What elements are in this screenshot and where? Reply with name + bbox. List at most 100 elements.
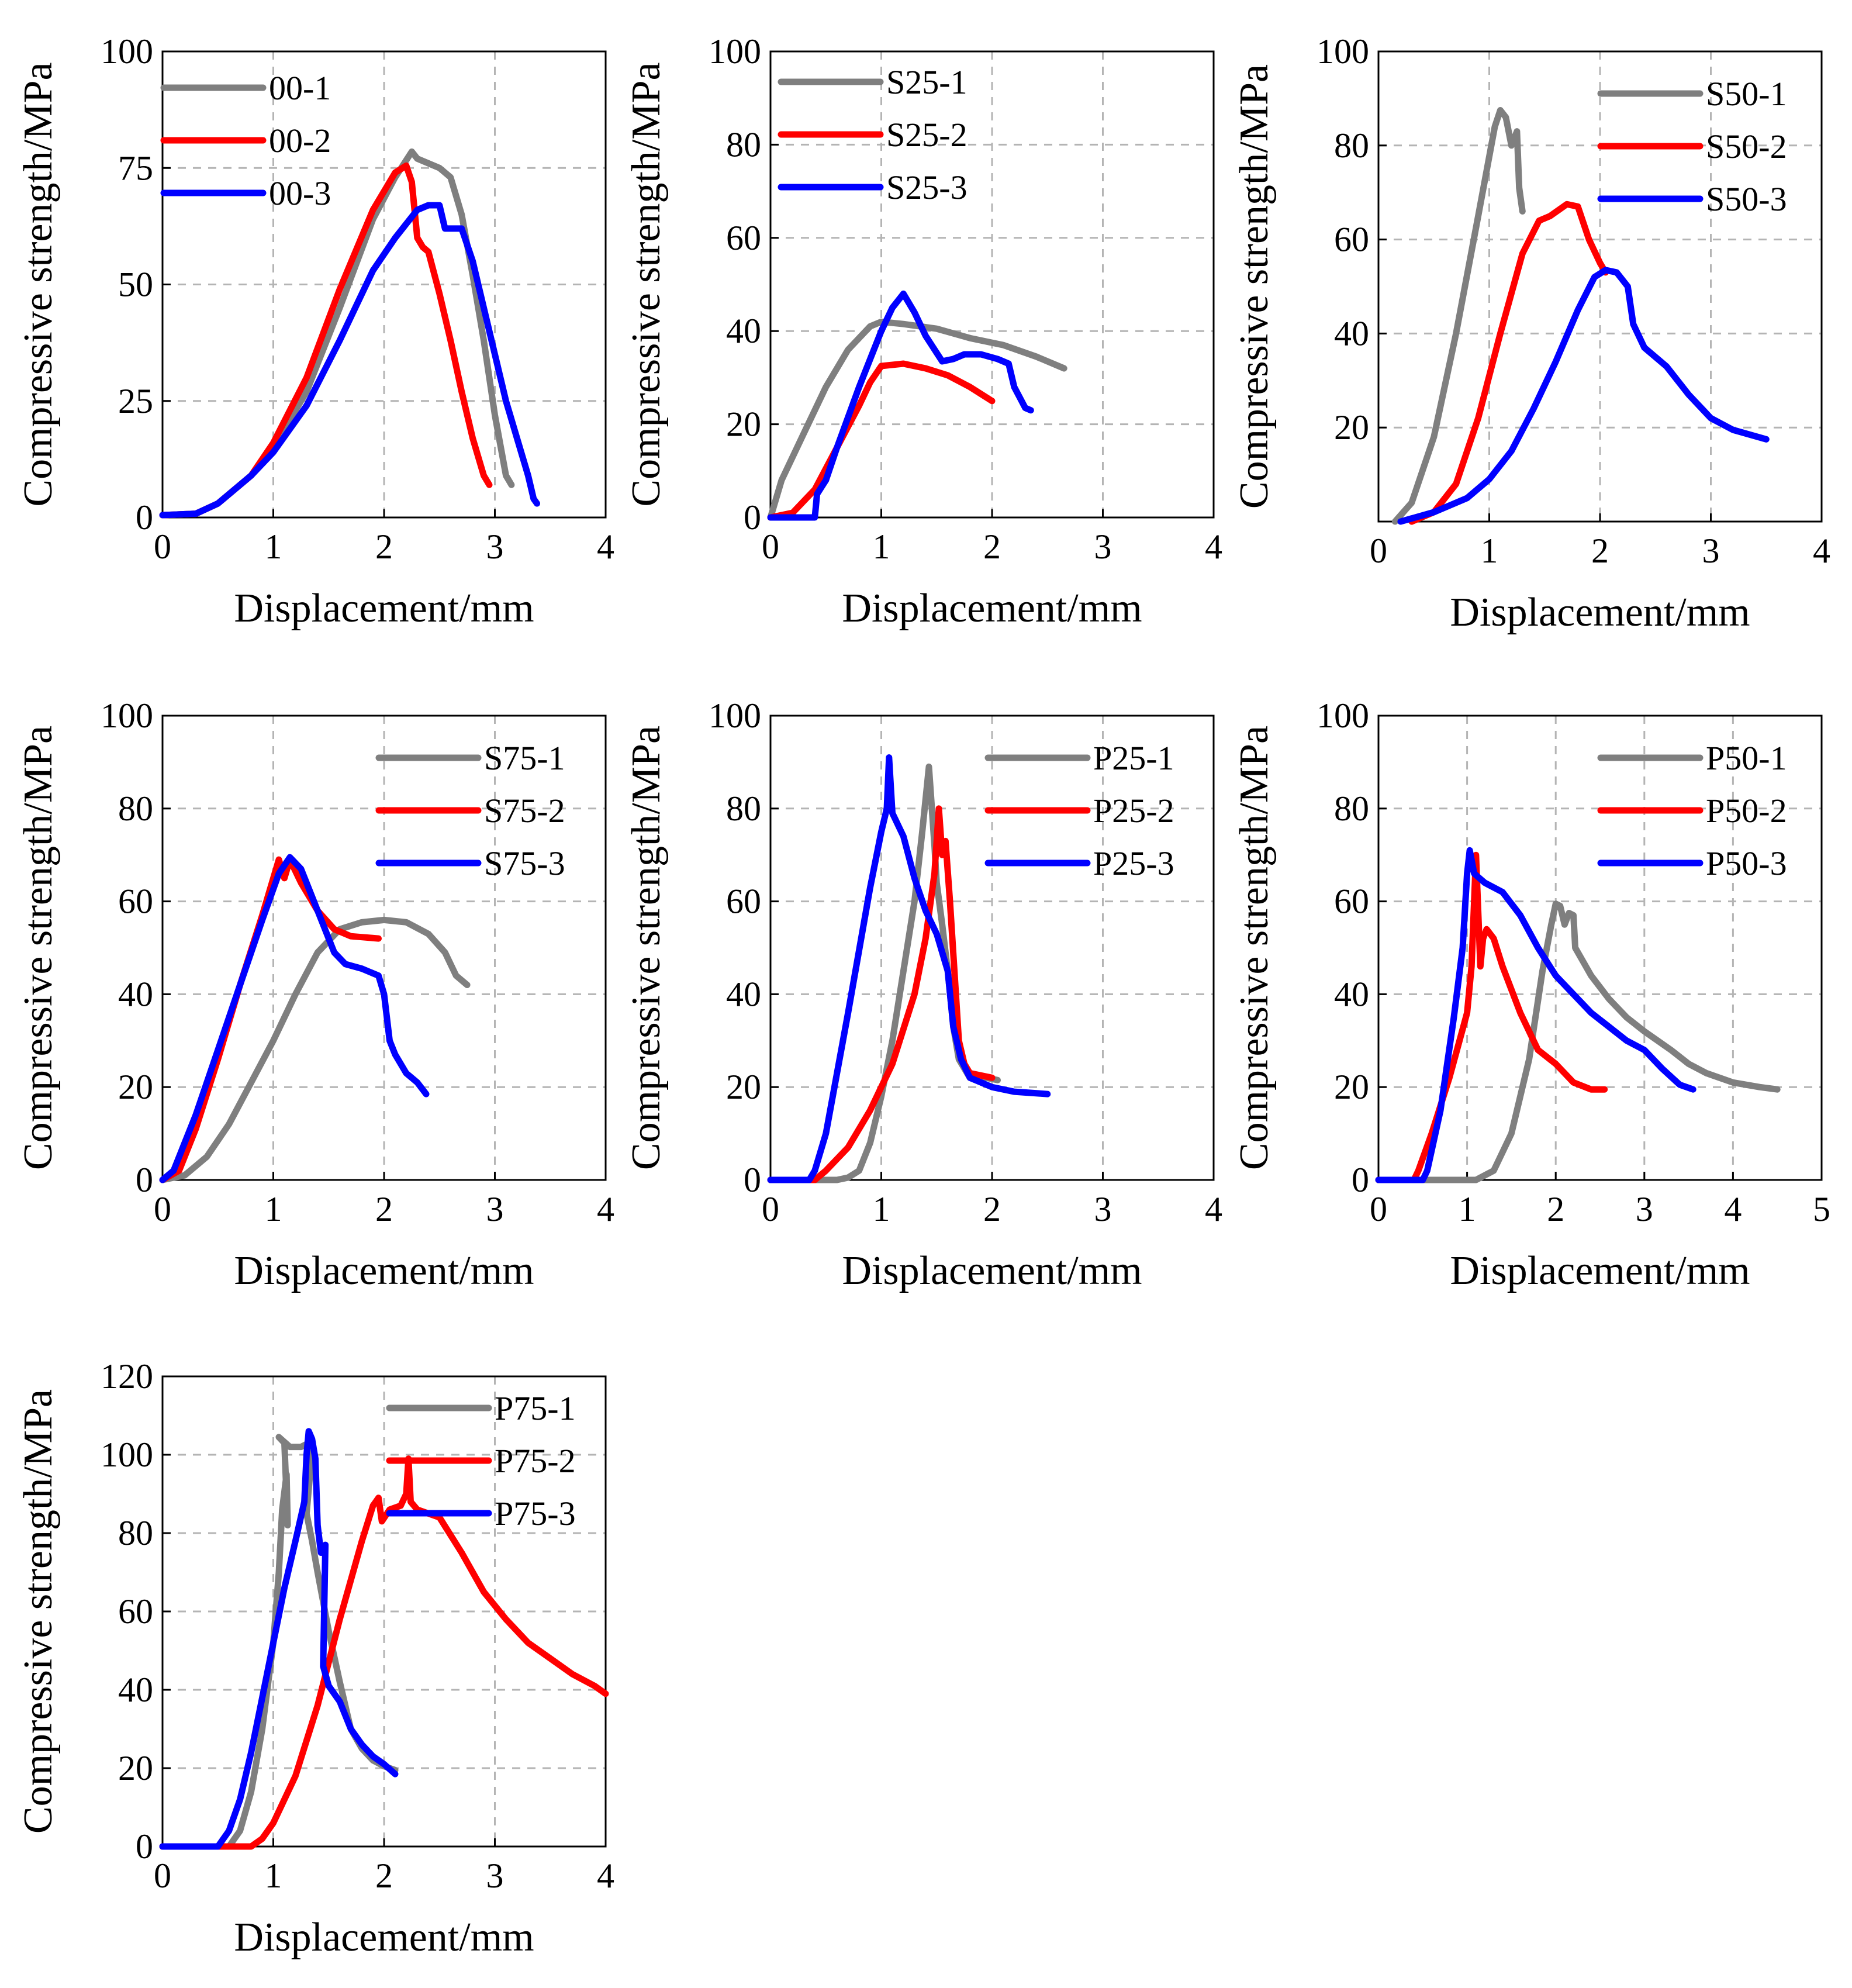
x-tick-label: 4	[597, 527, 614, 566]
series-line-P50-1	[1375, 900, 1781, 1183]
series-line-00-1	[159, 148, 515, 519]
series-line-00-3	[159, 202, 540, 519]
x-tick-label: 3	[486, 527, 504, 566]
legend-label: 00-3	[269, 174, 331, 212]
legend-label: P75-3	[495, 1495, 576, 1533]
y-tick-label: 80	[118, 789, 153, 828]
legend-label: P50-2	[1706, 792, 1787, 830]
x-tick-label: 0	[1370, 1190, 1387, 1228]
legend-label: P75-1	[495, 1389, 576, 1427]
legend-label: 00-2	[269, 122, 331, 160]
x-tick-label: 0	[154, 1856, 171, 1895]
x-tick-label: 3	[486, 1190, 504, 1228]
series-line-P50-3	[1375, 847, 1696, 1183]
legend-label: S50-2	[1706, 127, 1787, 165]
y-axis-label: Compressive strength/MPa	[624, 62, 669, 506]
legend-label: P50-1	[1706, 739, 1787, 777]
chart-panel-7: 0 1 2 3 4020406080100120Displacement/mmCompr…	[16, 1357, 614, 1960]
y-tick-label: 20	[118, 1068, 153, 1106]
legend-label: P50-3	[1706, 844, 1787, 882]
x-tick-label: 5	[1813, 1190, 1830, 1228]
legend-label: S50-3	[1706, 180, 1787, 218]
y-tick-label: 120	[101, 1357, 153, 1396]
series-line-P75-3	[159, 1428, 399, 1850]
x-tick-label: 4	[1205, 527, 1222, 566]
plot-frame	[1377, 715, 1823, 1181]
y-tick-label: 100	[1317, 696, 1369, 735]
y-tick-label: 100	[101, 1435, 153, 1474]
x-tick-label: 1	[873, 1190, 890, 1228]
y-axis-label: Compressive strength/MPa	[16, 1389, 61, 1834]
x-tick-label: 2	[1591, 531, 1609, 570]
x-tick-label: 3	[1094, 1190, 1112, 1228]
y-tick-label: 60	[726, 219, 761, 257]
x-tick-label: 1	[1459, 1190, 1476, 1228]
x-tick-label: 4	[1205, 1190, 1222, 1228]
y-axis-label: Compressive strength/MPa	[1232, 726, 1277, 1170]
x-tick-label: 1	[265, 527, 282, 566]
x-tick-label: 4	[1813, 531, 1830, 570]
y-tick-label: 80	[726, 125, 761, 164]
x-tick-label: 0	[154, 527, 171, 566]
legend-label: S75-2	[484, 792, 565, 830]
y-tick-label: 100	[101, 32, 153, 71]
y-tick-label: 0	[136, 1161, 153, 1199]
y-tick-label: 60	[1334, 882, 1369, 921]
x-axis-label: Displacement/mm	[842, 586, 1142, 631]
y-tick-label: 0	[136, 498, 153, 537]
y-tick-label: 50	[118, 265, 153, 304]
x-tick-label: 1	[265, 1190, 282, 1228]
y-tick-label: 40	[726, 312, 761, 350]
chart-panel-5: 0 1 2 3 4020406080100Displacement/mmCompress…	[624, 696, 1222, 1293]
series-line-P75-2	[159, 1455, 609, 1850]
series-line-P75-1	[159, 1434, 399, 1850]
y-tick-label: 80	[118, 1514, 153, 1552]
x-tick-label: 0	[762, 1190, 779, 1228]
x-tick-label: 0	[154, 1190, 171, 1228]
y-tick-label: 60	[118, 1592, 153, 1631]
y-tick-label: 0	[1352, 1161, 1369, 1199]
y-tick-label: 60	[118, 882, 153, 921]
y-tick-label: 0	[744, 498, 761, 537]
y-axis-label: Compressive strength/MPa	[624, 726, 669, 1170]
series-line-S75-1	[159, 916, 471, 1183]
x-tick-label: 1	[873, 527, 890, 566]
legend-label: P25-3	[1093, 844, 1174, 882]
x-tick-label: 2	[375, 527, 393, 566]
x-tick-label: 4	[597, 1856, 614, 1895]
series-line-P50-2	[1375, 851, 1608, 1183]
y-tick-label: 100	[709, 32, 761, 71]
x-tick-label: 3	[1702, 531, 1720, 570]
x-axis-label: Displacement/mm	[1450, 1248, 1750, 1293]
series-line-S75-2	[159, 856, 382, 1183]
chart-panel-2: 0 1 2 3 4020406080100Displacement/mmCompress…	[624, 32, 1222, 631]
y-tick-label: 40	[1334, 975, 1369, 1013]
y-tick-label: 20	[118, 1749, 153, 1787]
x-axis-label: Displacement/mm	[234, 1915, 534, 1960]
chart-panel-4: 0 1 2 3 4020406080100Displacement/mmCompress…	[16, 696, 614, 1293]
y-tick-label: 20	[1334, 1068, 1369, 1106]
legend-label: S25-3	[886, 168, 968, 206]
chart-panel-1: 0 1 2 3 4 0 25 50 75 100 Displacement/mm Compressiv…	[16, 32, 614, 631]
y-tick-label: 40	[118, 1671, 153, 1709]
y-tick-label: 40	[726, 975, 761, 1013]
x-tick-label: 1	[265, 1856, 282, 1895]
y-tick-label: 100	[709, 696, 761, 735]
y-tick-label: 0	[136, 1827, 153, 1866]
x-axis-label: Displacement/mm	[842, 1248, 1142, 1293]
legend-label: P25-1	[1093, 739, 1174, 777]
y-tick-label: 20	[726, 1068, 761, 1106]
y-tick-label: 25	[118, 382, 153, 420]
x-tick-label: 3	[486, 1856, 504, 1895]
y-tick-label: 80	[1334, 126, 1369, 165]
y-tick-label: 60	[726, 882, 761, 921]
x-axis-label: Displacement/mm	[234, 586, 534, 631]
x-tick-label: 2	[1547, 1190, 1564, 1228]
x-tick-label: 2	[983, 1190, 1001, 1228]
y-tick-label: 80	[726, 789, 761, 828]
chart-panel-6: 0 1 2 3 4 5 0 20 40 60 80 100 Displacement/mm Compres…	[1232, 696, 1830, 1293]
y-tick-label: 60	[1334, 220, 1369, 259]
series-line-S50-3	[1397, 267, 1770, 525]
y-tick-label: 0	[744, 1161, 761, 1199]
x-tick-label: 2	[375, 1856, 393, 1895]
